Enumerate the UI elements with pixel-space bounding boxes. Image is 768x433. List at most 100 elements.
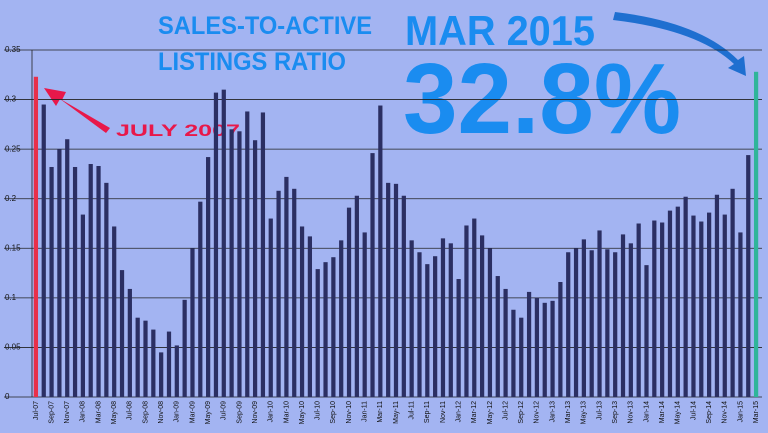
bar [80,214,85,397]
x-tick-label: Mar-10 [283,401,290,423]
bar [72,166,78,397]
bar [636,223,641,397]
x-tick-label: Nov-08 [158,401,165,424]
x-tick-label: Mar-12 [471,401,478,423]
x-tick-label: Nov-12 [534,401,541,424]
bar [206,157,211,397]
x-tick-label: May-11 [393,401,400,424]
bar [566,252,571,397]
bar [127,288,132,397]
bar [753,71,759,397]
annotation: MAR 2015 [405,7,595,54]
bar [660,222,665,397]
x-tick-label: Sep-10 [330,401,337,424]
bar [284,176,289,397]
bar [370,153,375,397]
bar [354,195,359,397]
x-tick-label: Jan-15 [737,401,744,423]
bar [503,288,508,397]
bar [393,183,399,397]
bar [346,207,352,397]
bar [714,194,720,397]
bar [722,214,727,397]
bar [620,234,626,397]
bar [699,221,704,397]
bar [252,140,258,397]
bar [464,225,469,397]
bar [433,256,438,397]
x-tick-label: Jul-10 [315,401,322,420]
x-tick-label: Sep-07 [48,401,55,424]
x-tick-label: Sep-14 [706,401,713,424]
x-tick-label: May-14 [675,401,682,424]
x-tick-label: May-13 [581,401,588,424]
bar [323,262,328,397]
bar [221,89,226,398]
x-tick-label: May-09 [205,401,212,424]
bar [425,264,430,397]
x-tick-label: Nov-11 [440,401,447,423]
bar [581,239,586,397]
bar [613,252,618,397]
bar [41,104,46,398]
chart-title: SALES-TO-ACTIVE [158,12,372,40]
annotation: 32.8% [403,43,681,155]
bar [691,215,696,397]
bar [605,249,610,397]
bar [479,235,485,397]
bar [49,166,54,397]
x-tick-label: Jul-13 [596,401,603,420]
bar [245,111,250,398]
bar [159,352,164,397]
bar [628,243,633,397]
bar [315,269,320,397]
bar [440,238,446,397]
bar [746,155,751,397]
bar [401,195,406,397]
bar [65,139,70,397]
bar [667,210,673,397]
bar [558,281,563,397]
bar [519,317,524,397]
bar [135,317,140,397]
bar [104,182,109,397]
x-tick-label: Sep-13 [612,401,619,424]
bar [213,92,219,397]
x-tick-label: Mar-11 [377,401,384,423]
bar [112,226,117,397]
x-tick-label: Jan-11 [362,401,369,422]
arrow [613,12,746,76]
x-tick-label: Jan-08 [80,401,87,423]
bar [237,131,242,397]
x-tick-label: Jan-13 [549,401,556,423]
bar [331,257,336,397]
x-tick-label: Sep-11 [424,401,431,423]
bar [362,232,367,397]
bar [190,248,195,397]
bar [534,297,540,397]
x-tick-label: Jan-12 [455,401,462,423]
bar [495,276,500,397]
annotation: JULY 2007 [116,121,240,140]
x-tick-label: Jul-14 [690,401,697,420]
bar [151,329,156,397]
bar [182,299,187,397]
bar [573,248,579,397]
x-tick-label: Nov-13 [628,401,635,424]
bar [339,240,344,397]
x-tick-label: Mar-15 [753,401,760,423]
bar [456,279,461,397]
bar [299,226,305,397]
bar [378,105,383,398]
x-tick-label: Jul-08 [127,401,134,420]
bar [198,201,203,397]
bar [652,220,657,397]
bar [550,300,555,397]
x-tick-label: Mar-13 [565,401,572,423]
bar [644,265,649,397]
x-tick-label: Nov-07 [64,401,71,424]
x-tick-label: May-10 [299,401,306,424]
bar [143,320,148,397]
